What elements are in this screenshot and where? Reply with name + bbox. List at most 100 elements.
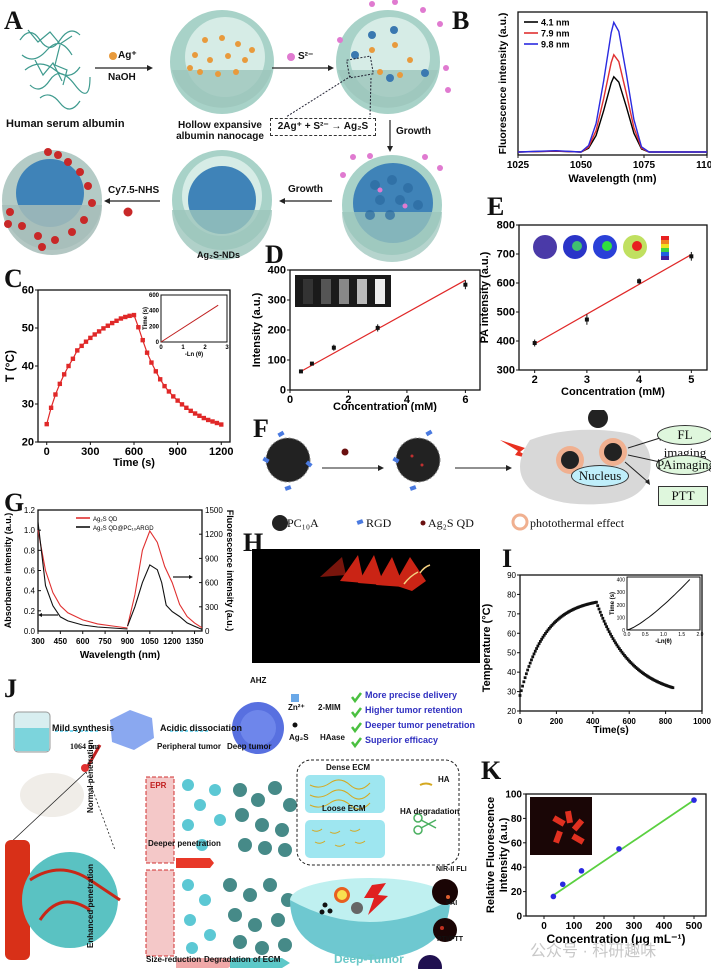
y-tick-label: 0.0 (24, 627, 36, 636)
acidic-dissociation-label: Acidic dissociation (160, 723, 243, 733)
y-tick-label: 0.4 (24, 587, 36, 596)
x-tick-label: 900 (121, 637, 135, 646)
y-tick-label: 20 (22, 437, 34, 449)
cooling-point (606, 627, 610, 631)
ag-ion-label: Ag⁺ (118, 50, 137, 61)
inset-y-tick: 300 (617, 590, 626, 596)
x-tick-label: 1050 (570, 160, 593, 171)
x-tick-label: 600 (76, 637, 90, 646)
y-axis-label-line1: Relative Fluorescence (485, 797, 497, 913)
x-tick-label: 1050 (141, 637, 159, 646)
pc10a-nanoparticle-icon (265, 437, 311, 483)
x-tick-label: 900 (168, 446, 186, 458)
data-point (210, 419, 215, 424)
data-point (66, 363, 71, 369)
inset-x-tick: 1.0 (660, 632, 667, 638)
pti-ptt-label: PTI/PTT (437, 936, 464, 943)
inset-y-label: Time (s) (610, 592, 616, 615)
arrowhead (189, 575, 193, 579)
heating-point (521, 684, 524, 688)
x-tick-label: 400 (586, 717, 600, 726)
x-tick-label: 4 (636, 374, 643, 386)
blood-vessel (5, 840, 30, 960)
inset-x-tick: 1 (181, 345, 185, 351)
x-tick-label: 500 (686, 921, 703, 932)
panel-label-i: I (502, 544, 513, 573)
panel-label-d: D (265, 240, 284, 269)
x-axis-label: Time (s) (113, 457, 155, 469)
data-point (162, 383, 167, 389)
ahz-particle-icon (232, 702, 284, 754)
inset-y-tick: 400 (149, 309, 160, 315)
heating-point (538, 640, 542, 643)
cooling-point (623, 654, 626, 657)
y-axis-label: Fluorescence intensity (a.u.) (225, 510, 235, 632)
y-axis-label: Intensity (a.u.) (251, 292, 263, 367)
y-tick-label: 0.2 (24, 607, 36, 616)
x-tick-label: 1200 (163, 637, 181, 646)
cooling-point (614, 641, 617, 645)
mouse-icon (20, 773, 84, 817)
ag2s-nds-sphere (172, 150, 272, 260)
legend-ag2s-qd: Ag₂S QD (428, 516, 474, 530)
heating-point (545, 630, 549, 634)
x-tick-label: 400 (656, 921, 673, 932)
vial (375, 279, 385, 304)
panel-label-b: B (452, 6, 470, 35)
y-tick-label: 0 (280, 385, 286, 397)
panel-label-a: A (4, 6, 23, 35)
fluorescence-line (126, 564, 203, 630)
y-tick-label: 400 (497, 336, 515, 348)
y-tick-label: 60 (507, 629, 516, 638)
inset-y-label: Time (s) (143, 307, 149, 330)
y-axis-label: Temperature (°C) (481, 603, 493, 692)
x-tick-label: 1025 (507, 160, 530, 171)
cooling-point (598, 610, 602, 614)
panel-j-schematic (5, 692, 460, 969)
y-tick-label: 800 (497, 220, 515, 232)
pa-imaging-label: PAimaging (656, 455, 711, 475)
data-point (192, 411, 198, 416)
y-tick-label: 30 (22, 399, 34, 411)
heating-point (522, 680, 526, 684)
inset-x-tick: 3 (225, 345, 229, 351)
data-point (88, 335, 93, 341)
vial (357, 279, 367, 304)
x-tick-label: 0 (541, 921, 547, 932)
heating-point (547, 626, 551, 630)
x-tick-label: 6 (462, 394, 468, 406)
data-point (616, 846, 622, 852)
fluorescence-line (126, 529, 203, 629)
heating-point (537, 642, 541, 646)
pa-image-spot (542, 241, 552, 251)
y-tick-label: 1.2 (24, 506, 36, 515)
inset-x-label: -Ln (θ) (185, 352, 203, 358)
benefit-1: More precise delivery (365, 690, 458, 700)
fluorescence-spot (571, 818, 585, 832)
data-point (96, 329, 102, 334)
x-axis-label: Time(s) (593, 725, 628, 735)
colorbar-segment (661, 248, 669, 252)
heating-point (546, 628, 550, 632)
inset-fit-line (160, 304, 219, 343)
panel-a-schematic (2, 0, 451, 262)
heating-point (541, 635, 545, 639)
degradation-ecm-label: Degradation of ECM (204, 955, 281, 964)
check-icons (351, 692, 362, 749)
data-point (188, 408, 193, 414)
x-tick-label: 300 (31, 637, 45, 646)
nanocage-line-1: Hollow expansive (178, 120, 262, 131)
arrowhead (38, 613, 42, 617)
heating-point (523, 676, 527, 680)
growth-label-1: Growth (396, 126, 431, 137)
y2-tick-label: 1200 (205, 530, 223, 539)
heating-point (519, 689, 523, 693)
inset-x-tick: 2 (203, 345, 207, 351)
enhanced-penetration-label: Enhanced penetration (86, 863, 95, 948)
y-tick-label: 500 (497, 307, 515, 319)
legend-label: Ag₂S QD@PC₁₀ARGD (93, 526, 154, 532)
panel-label-c: C (4, 264, 23, 293)
cooling-point (602, 619, 606, 623)
nanocage-label: Hollow expansive albumin nanocage (170, 120, 270, 142)
